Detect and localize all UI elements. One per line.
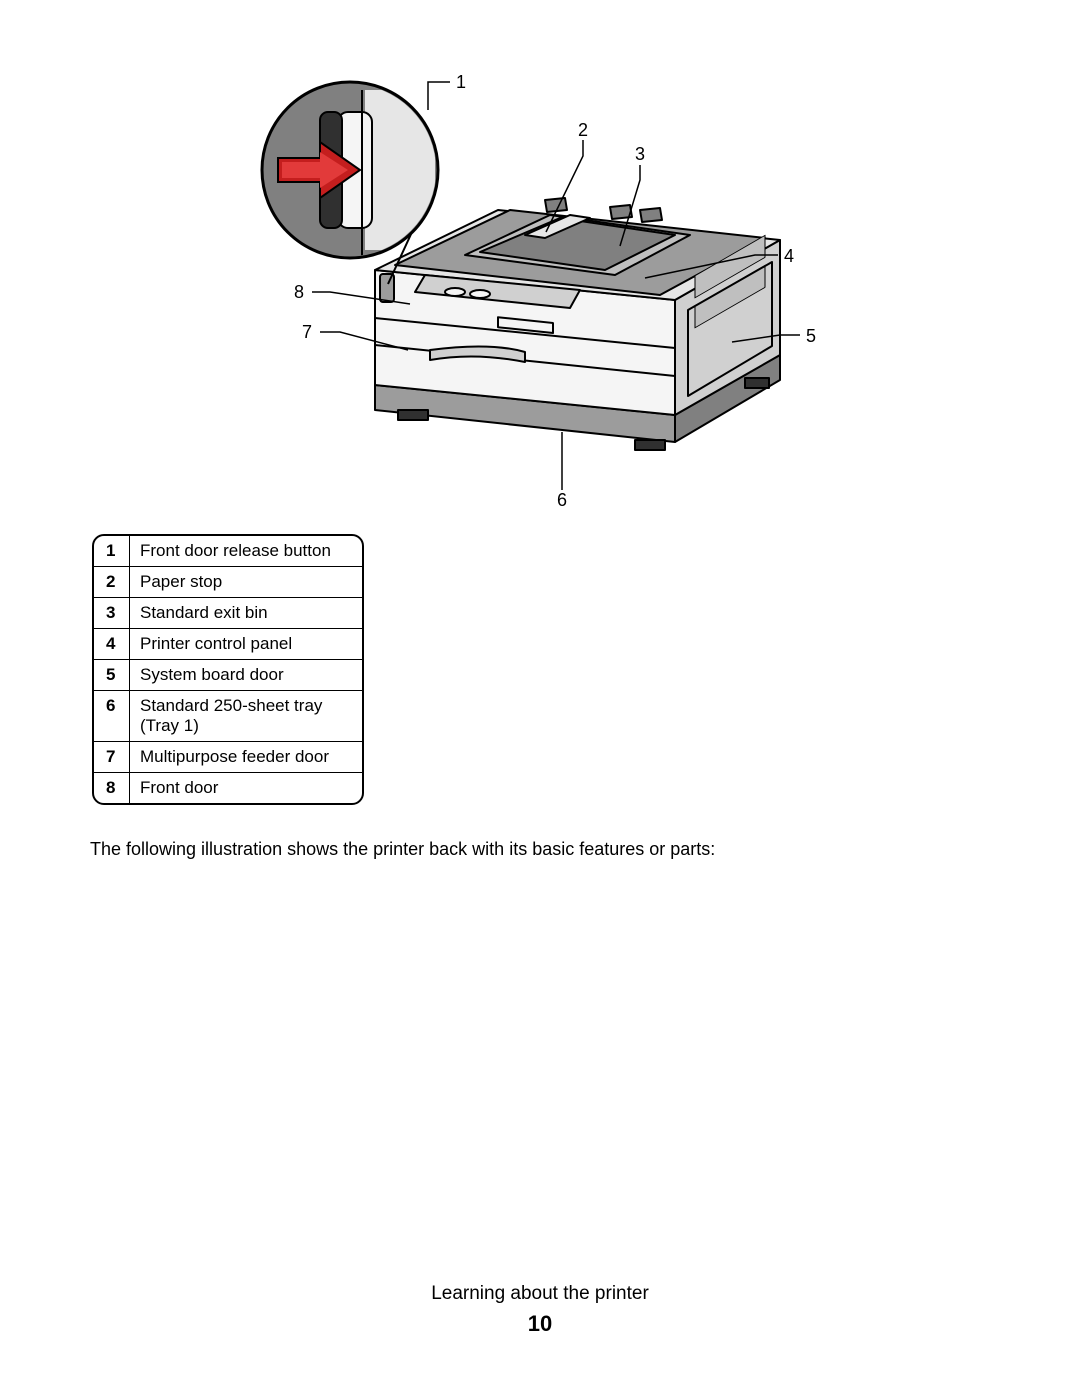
part-number: 1 <box>94 536 130 566</box>
part-label: Front door <box>130 773 362 803</box>
table-row: 4 Printer control panel <box>94 628 362 659</box>
part-number: 5 <box>94 660 130 690</box>
printer-diagram: 1 2 3 4 5 6 7 8 <box>220 60 860 500</box>
part-number: 4 <box>94 629 130 659</box>
part-label: Multipurpose feeder door <box>130 742 362 772</box>
table-row: 5 System board door <box>94 659 362 690</box>
table-row: 1 Front door release button <box>94 536 362 566</box>
part-number: 7 <box>94 742 130 772</box>
table-row: 8 Front door <box>94 772 362 803</box>
part-label: Front door release button <box>130 536 362 566</box>
page-number: 10 <box>0 1311 1080 1337</box>
chapter-title: Learning about the printer <box>0 1283 1080 1305</box>
part-label: Paper stop <box>130 567 362 597</box>
part-label: Standard 250-sheet tray (Tray 1) <box>130 691 362 741</box>
part-label: System board door <box>130 660 362 690</box>
part-label: Standard exit bin <box>130 598 362 628</box>
part-number: 8 <box>94 773 130 803</box>
callout-6: 6 <box>557 490 567 511</box>
callout-5: 5 <box>806 326 816 347</box>
callout-2: 2 <box>578 120 588 141</box>
page-footer: Learning about the printer 10 <box>0 1283 1080 1337</box>
printer-illustration <box>220 60 860 500</box>
callout-7: 7 <box>302 322 312 343</box>
callout-4: 4 <box>784 246 794 267</box>
part-number: 2 <box>94 567 130 597</box>
table-row: 6 Standard 250-sheet tray (Tray 1) <box>94 690 362 741</box>
page: 1 2 3 4 5 6 7 8 1 Front door release but… <box>0 0 1080 1397</box>
table-row: 2 Paper stop <box>94 566 362 597</box>
part-number: 6 <box>94 691 130 741</box>
table-row: 7 Multipurpose feeder door <box>94 741 362 772</box>
callout-1: 1 <box>456 72 466 93</box>
table-row: 3 Standard exit bin <box>94 597 362 628</box>
callout-3: 3 <box>635 144 645 165</box>
callout-8: 8 <box>294 282 304 303</box>
part-label: Printer control panel <box>130 629 362 659</box>
body-text: The following illustration shows the pri… <box>90 837 990 861</box>
parts-table: 1 Front door release button 2 Paper stop… <box>92 534 364 805</box>
part-number: 3 <box>94 598 130 628</box>
